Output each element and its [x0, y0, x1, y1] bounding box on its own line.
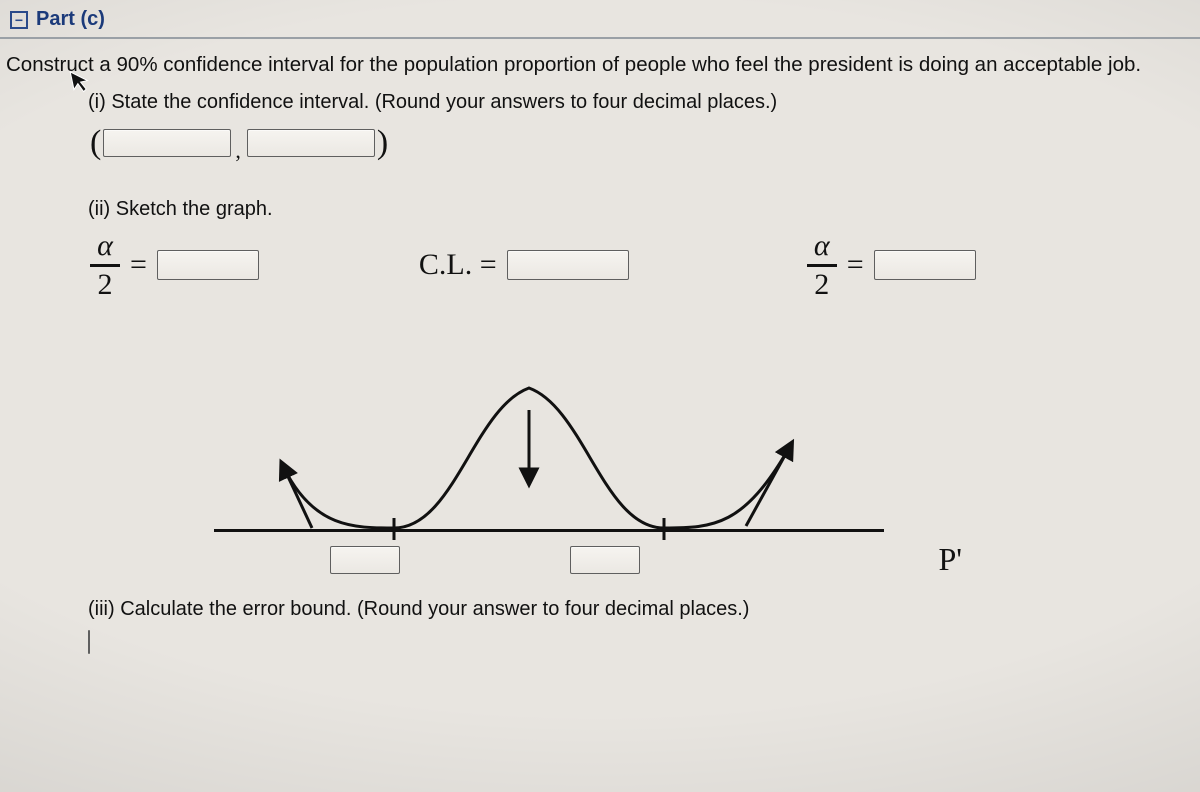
x-axis	[214, 529, 884, 532]
part-title: Part (c)	[36, 8, 105, 31]
axis-inputs	[330, 546, 640, 574]
alpha-half-right: α 2 =	[807, 231, 976, 300]
ci-lower-input[interactable]	[103, 129, 231, 157]
alpha-half-left: α 2 =	[90, 231, 259, 300]
part-header: − Part (c)	[0, 0, 1200, 39]
cl-input[interactable]	[507, 250, 629, 280]
part-iii: (iii) Calculate the error bound. (Round …	[88, 598, 1192, 654]
ci-upper-input[interactable]	[247, 129, 375, 157]
alpha-numerator-left: α	[93, 231, 117, 264]
collapse-glyph: −	[15, 13, 23, 27]
ci-separator: ,	[233, 138, 245, 164]
p-prime-label: P'	[938, 541, 962, 578]
alpha-denominator-right: 2	[814, 267, 829, 300]
axis-right-input[interactable]	[570, 546, 640, 574]
equals-right: =	[847, 248, 864, 282]
alpha-right-input[interactable]	[874, 250, 976, 280]
close-paren: )	[377, 124, 388, 162]
fraction-left: α 2	[90, 231, 120, 300]
confidence-level: C.L. =	[419, 248, 629, 282]
error-bound-input[interactable]	[88, 630, 90, 654]
part-i: (i) State the confidence interval. (Roun…	[88, 91, 1192, 162]
fraction-right: α 2	[807, 231, 837, 300]
part-iii-heading: (iii) Calculate the error bound. (Round …	[88, 598, 1192, 621]
open-paren: (	[90, 124, 101, 162]
part-ii-heading: (ii) Sketch the graph.	[88, 198, 1192, 221]
error-bound-row	[88, 631, 1192, 654]
axis-left-input[interactable]	[330, 546, 400, 574]
alpha-left-input[interactable]	[157, 250, 259, 280]
equals-left: =	[130, 248, 147, 282]
confidence-interval-inputs: ( , )	[90, 124, 1192, 162]
bell-curve-diagram: P'	[224, 318, 844, 568]
part-i-heading: (i) State the confidence interval. (Roun…	[88, 91, 1192, 114]
question-body: Construct a 90% confidence interval for …	[0, 39, 1200, 662]
part-ii: (ii) Sketch the graph.	[88, 198, 1192, 221]
alpha-denominator-left: 2	[98, 267, 113, 300]
cl-label: C.L. =	[419, 248, 497, 282]
formula-row: α 2 = C.L. = α 2 =	[90, 231, 1192, 300]
question-prompt: Construct a 90% confidence interval for …	[4, 53, 1192, 77]
alpha-numerator-right: α	[810, 231, 834, 264]
collapse-icon[interactable]: −	[10, 11, 28, 29]
